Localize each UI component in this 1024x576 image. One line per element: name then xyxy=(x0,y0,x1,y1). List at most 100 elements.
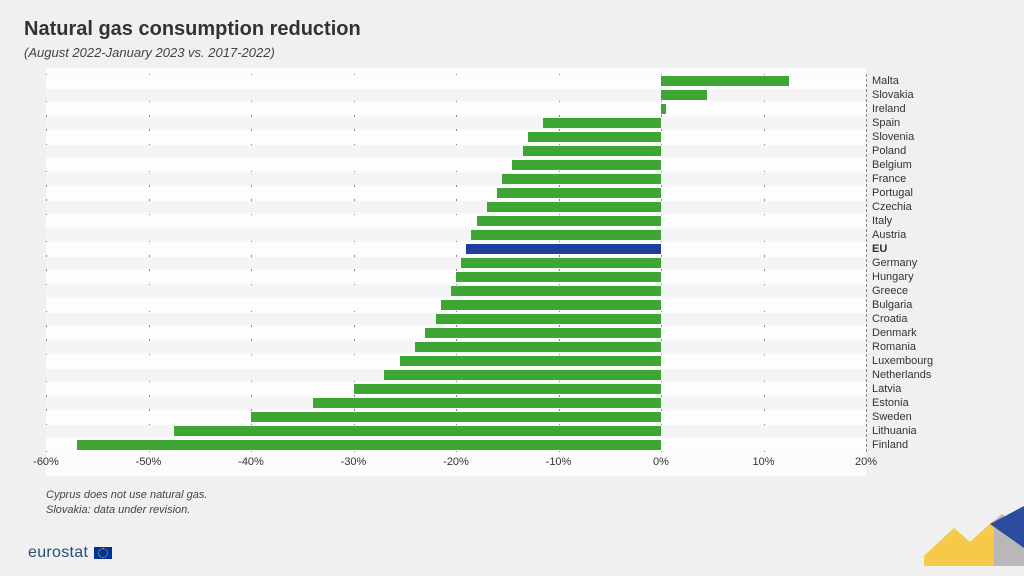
chart-row: Spain xyxy=(46,116,866,130)
bar xyxy=(415,342,661,352)
row-label: Hungary xyxy=(872,270,914,284)
chart-row: Austria xyxy=(46,228,866,242)
bar xyxy=(512,160,661,170)
bar xyxy=(497,188,661,198)
chart-row: Germany xyxy=(46,256,866,270)
chart-row: Belgium xyxy=(46,158,866,172)
row-label: Belgium xyxy=(872,158,912,172)
bar xyxy=(436,314,662,324)
bar xyxy=(661,76,789,86)
bar xyxy=(425,328,661,338)
row-label: Luxembourg xyxy=(872,354,933,368)
row-label: Portugal xyxy=(872,186,913,200)
footnotes: Cyprus does not use natural gas. Slovaki… xyxy=(46,488,207,518)
chart-row: Italy xyxy=(46,214,866,228)
row-label: Ireland xyxy=(872,102,906,116)
x-tick-label: -20% xyxy=(443,456,469,468)
chart-row: Czechia xyxy=(46,200,866,214)
bar xyxy=(528,132,661,142)
row-stripe xyxy=(46,173,866,185)
x-tick-label: 10% xyxy=(752,456,774,468)
row-label: Croatia xyxy=(872,312,907,326)
bar xyxy=(77,440,661,450)
row-label: Estonia xyxy=(872,396,909,410)
row-stripe xyxy=(46,131,866,143)
bar xyxy=(661,104,666,114)
chart-row: Sweden xyxy=(46,410,866,424)
row-stripe xyxy=(46,89,866,101)
chart-subtitle: (August 2022-January 2023 vs. 2017-2022) xyxy=(24,45,1000,60)
row-label: Spain xyxy=(872,116,900,130)
x-tick-label: 0% xyxy=(653,456,669,468)
bar xyxy=(487,202,661,212)
row-label: Italy xyxy=(872,214,892,228)
row-label: Lithuania xyxy=(872,424,917,438)
row-label: Slovenia xyxy=(872,130,914,144)
row-label: Bulgaria xyxy=(872,298,912,312)
row-label: Slovakia xyxy=(872,88,914,102)
plot-region: MaltaSlovakiaIrelandSpainSloveniaPolandB… xyxy=(46,74,866,452)
bar xyxy=(451,286,661,296)
chart-row: Slovakia xyxy=(46,88,866,102)
chart-row: France xyxy=(46,172,866,186)
corner-graphic-icon xyxy=(904,506,1024,566)
chart-row: Croatia xyxy=(46,312,866,326)
row-label: Denmark xyxy=(872,326,917,340)
chart-row: Estonia xyxy=(46,396,866,410)
chart-row: Latvia xyxy=(46,382,866,396)
x-tick-label: -40% xyxy=(238,456,264,468)
row-stripe xyxy=(46,187,866,199)
footnote-1: Cyprus does not use natural gas. xyxy=(46,488,207,503)
bar xyxy=(441,300,661,310)
row-label: Netherlands xyxy=(872,368,931,382)
chart-row: Ireland xyxy=(46,102,866,116)
bar xyxy=(466,244,661,254)
row-stripe xyxy=(46,103,866,115)
bar xyxy=(523,146,661,156)
row-stripe xyxy=(46,201,866,213)
row-stripe xyxy=(46,229,866,241)
row-label: France xyxy=(872,172,906,186)
bar xyxy=(477,216,662,226)
chart-row: Denmark xyxy=(46,326,866,340)
chart-row: Poland xyxy=(46,144,866,158)
bar xyxy=(174,426,661,436)
row-label: EU xyxy=(872,242,887,256)
row-label: Czechia xyxy=(872,200,912,214)
bar xyxy=(400,356,661,366)
chart-title: Natural gas consumption reduction xyxy=(24,18,1000,41)
x-tick-label: -50% xyxy=(136,456,162,468)
x-tick-label: -10% xyxy=(546,456,572,468)
row-label: Malta xyxy=(872,74,899,88)
chart-row: Portugal xyxy=(46,186,866,200)
row-stripe xyxy=(46,243,866,255)
row-label: Poland xyxy=(872,144,906,158)
row-stripe xyxy=(46,257,866,269)
chart-row: Luxembourg xyxy=(46,354,866,368)
gridline xyxy=(866,74,867,452)
row-stripe xyxy=(46,215,866,227)
chart-row: Hungary xyxy=(46,270,866,284)
bar xyxy=(461,258,661,268)
chart-row: Romania xyxy=(46,340,866,354)
x-tick-label: -30% xyxy=(341,456,367,468)
chart-row: Malta xyxy=(46,74,866,88)
chart-row: Slovenia xyxy=(46,130,866,144)
chart-row: Netherlands xyxy=(46,368,866,382)
row-stripe xyxy=(46,145,866,157)
row-label: Latvia xyxy=(872,382,901,396)
x-tick-label: 20% xyxy=(855,456,877,468)
chart-row: Greece xyxy=(46,284,866,298)
eu-flag-icon xyxy=(94,547,112,559)
row-stripe xyxy=(46,159,866,171)
chart-area: MaltaSlovakiaIrelandSpainSloveniaPolandB… xyxy=(46,68,866,476)
x-axis: -60%-50%-40%-30%-20%-10%0%10%20% xyxy=(46,456,866,474)
row-label: Greece xyxy=(872,284,908,298)
bar xyxy=(543,118,661,128)
row-label: Austria xyxy=(872,228,906,242)
row-label: Germany xyxy=(872,256,917,270)
footnote-2: Slovakia: data under revision. xyxy=(46,503,207,518)
bar xyxy=(502,174,661,184)
row-label: Finland xyxy=(872,438,908,452)
row-stripe xyxy=(46,117,866,129)
